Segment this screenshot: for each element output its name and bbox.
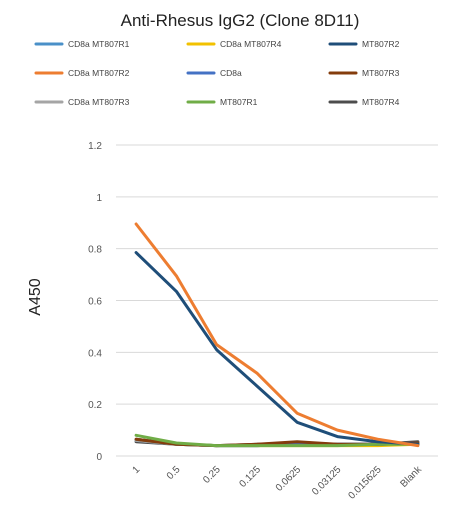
legend-label: CD8a MT807R2 (68, 68, 130, 78)
series-line (134, 251, 420, 446)
legend: CD8a MT807R1 CD8a MT807R4 MT807R2 CD8a MT80… (34, 39, 400, 107)
legend-label: CD8a MT807R4 (220, 39, 282, 49)
series-line (134, 222, 420, 448)
y-axis-ticks: 0 0.2 0.4 0.6 0.8 1 1.2 (88, 141, 102, 463)
legend-label: MT807R2 (362, 39, 400, 49)
x-tick-label: 1 (131, 464, 143, 476)
legend-item: MT807R3 (328, 68, 400, 78)
legend-label: CD8a MT807R3 (68, 97, 130, 107)
series-lines (134, 222, 420, 448)
y-tick-label: 0.2 (88, 400, 102, 411)
legend-label: MT807R4 (362, 97, 400, 107)
legend-item: MT807R4 (328, 97, 400, 107)
x-tick-label: 0.5 (165, 464, 183, 482)
x-tick-label: 0.03125 (310, 464, 344, 498)
y-axis-label: A450 (27, 278, 44, 315)
legend-item: CD8a MT807R3 (34, 97, 130, 107)
x-tick-label: Blank (399, 464, 425, 490)
y-tick-label: 0.6 (88, 297, 102, 308)
y-tick-label: 0.4 (88, 348, 102, 359)
legend-item: MT807R2 (328, 39, 400, 49)
legend-item: CD8a (186, 68, 242, 78)
legend-label: MT807R3 (362, 68, 400, 78)
legend-item: CD8a MT807R2 (34, 68, 130, 78)
legend-label: CD8a (220, 68, 242, 78)
series-line (134, 433, 420, 448)
legend-item: MT807R1 (186, 97, 258, 107)
y-tick-label: 0.8 (88, 245, 102, 256)
legend-label: MT807R1 (220, 97, 258, 107)
gridlines (116, 144, 438, 457)
x-tick-label: 0.015625 (346, 464, 384, 502)
legend-item: CD8a MT807R1 (34, 39, 130, 49)
y-tick-label: 1.2 (88, 141, 102, 152)
y-tick-label: 0 (96, 452, 102, 463)
x-tick-label: 0.0625 (274, 464, 304, 494)
x-axis-ticks: 1 0.5 0.25 0.125 0.0625 0.03125 0.015625 Blank (131, 464, 425, 502)
y-tick-label: 1 (96, 193, 102, 204)
x-tick-label: 0.25 (201, 464, 223, 486)
legend-item: CD8a MT807R4 (186, 39, 282, 49)
x-tick-label: 0.125 (238, 464, 264, 490)
chart-title: Anti-Rhesus IgG2 (Clone 8D11) (121, 11, 360, 30)
legend-label: CD8a MT807R1 (68, 39, 130, 49)
